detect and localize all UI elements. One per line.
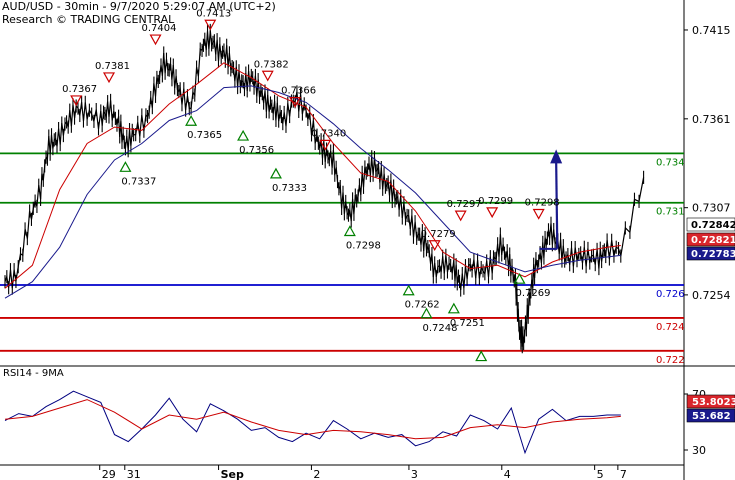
pivot-high-label: 0.7367 <box>62 84 97 95</box>
level-label: 0.726 <box>656 289 685 300</box>
pivot-low-label: 0.7248 <box>422 323 457 334</box>
pivot-high-marker <box>532 208 545 220</box>
chart-title: AUD/USD - 30min - 9/7/2020 5:29:07 AM (U… <box>2 0 276 13</box>
rsi-value-box <box>686 394 735 409</box>
price-value-box-label: 0.72821 <box>691 235 735 246</box>
rsi-tick-label: 30 <box>692 444 706 457</box>
forecast-arrow-shaft <box>555 161 559 249</box>
pivot-high-label: 0.7382 <box>254 59 289 70</box>
pivot-low-marker <box>237 129 250 141</box>
pivot-low-marker <box>475 350 488 362</box>
pivot-low-label: 0.7333 <box>272 183 307 194</box>
rsi-value-box <box>686 408 735 423</box>
pivot-high-label: 0.7279 <box>421 229 456 240</box>
pivot-high-label: 0.7299 <box>478 196 513 207</box>
pivot-low-marker <box>343 225 356 237</box>
pivot-high-label: 0.7298 <box>525 197 560 208</box>
pivot-high-label: 0.7340 <box>311 128 346 139</box>
moving-average-line <box>4 62 621 289</box>
pivot-high-label: 0.7366 <box>281 86 316 97</box>
price-tick-label: 0.7361 <box>692 113 731 126</box>
pivot-low-marker <box>513 272 526 284</box>
pivot-high-label: 0.7413 <box>196 8 231 19</box>
price-tick-label: 0.7307 <box>692 202 731 215</box>
pivot-low-label: 0.7298 <box>346 240 381 251</box>
rsi-value-box-label: 53.682 <box>692 411 731 422</box>
level-label: 0.731 <box>656 207 685 218</box>
price-value-box <box>686 246 735 261</box>
pivot-low-label: 0.7365 <box>187 130 222 141</box>
level-label: 0.734 <box>656 157 685 168</box>
pivot-low-label: 0.7262 <box>405 300 440 311</box>
pivot-low-marker <box>402 284 415 296</box>
time-tick-label: 29 <box>102 468 116 480</box>
pivot-low-label: 0.7337 <box>121 176 156 187</box>
pivot-high-marker <box>204 19 217 31</box>
time-tick-label: 5 <box>597 468 604 480</box>
pivot-high-marker <box>486 207 499 219</box>
price-value-box-label: 0.72783 <box>691 249 735 260</box>
level-label: 0.722 <box>656 355 685 366</box>
pivot-high-marker <box>102 72 116 84</box>
price-value-box <box>686 217 735 232</box>
time-tick-label: 4 <box>504 468 511 480</box>
level-label: 0.724 <box>656 322 685 333</box>
time-tick-label: 2 <box>313 468 320 480</box>
pivot-low-marker <box>420 307 433 319</box>
pivot-low-marker <box>119 161 132 172</box>
pivot-low-label: 0.7251 <box>450 318 485 329</box>
forecast-arrow-head <box>550 149 563 164</box>
moving-average-line <box>4 85 621 299</box>
rsi-series-line <box>4 399 621 440</box>
pivot-low-label: 0.7269 <box>516 288 551 299</box>
time-tick-label: 31 <box>127 468 141 480</box>
pivot-high-label: 0.7297 <box>447 199 482 210</box>
price-line <box>4 30 645 347</box>
pivot-high-marker <box>261 70 274 82</box>
time-tick-label: 3 <box>411 468 418 480</box>
time-tick-label: 7 <box>620 468 627 480</box>
pivot-high-label: 0.7404 <box>142 23 177 34</box>
pivot-low-marker <box>269 167 282 179</box>
pivot-high-marker <box>319 139 332 151</box>
pivot-high-marker <box>289 96 302 108</box>
pivot-low-label: 0.7356 <box>239 145 274 156</box>
pivot-high-marker <box>149 34 162 46</box>
pivot-high-marker <box>454 210 467 222</box>
time-tick-label: Sep <box>221 468 244 480</box>
price-tick-label: 0.7415 <box>692 24 731 37</box>
price-value-box <box>686 232 735 247</box>
rsi-value-box-label: 53.8023 <box>692 397 735 408</box>
pivot-high-marker <box>428 240 441 251</box>
pivot-high-label: 0.7381 <box>95 61 130 72</box>
pivot-high-marker <box>70 95 83 107</box>
pivot-low-marker <box>447 302 460 314</box>
price-value-box-label: 0.72842 <box>691 220 735 231</box>
rsi-panel-title: RSI14 - 9MA <box>3 368 64 379</box>
price-tick-label: 0.7254 <box>692 289 731 302</box>
pivot-low-marker <box>185 115 198 126</box>
chart-subtitle: Research © TRADING CENTRAL <box>2 13 175 26</box>
rsi-series-line <box>4 390 621 455</box>
